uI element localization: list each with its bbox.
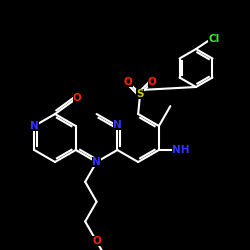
Text: O: O bbox=[124, 77, 132, 87]
Text: N: N bbox=[92, 157, 101, 167]
Text: Cl: Cl bbox=[208, 34, 220, 44]
Text: N: N bbox=[113, 120, 122, 130]
Text: S: S bbox=[136, 89, 144, 99]
Text: O: O bbox=[92, 236, 101, 246]
Text: O: O bbox=[148, 77, 156, 87]
Text: N: N bbox=[30, 121, 38, 131]
Text: NH: NH bbox=[172, 145, 190, 155]
Text: O: O bbox=[72, 93, 82, 103]
